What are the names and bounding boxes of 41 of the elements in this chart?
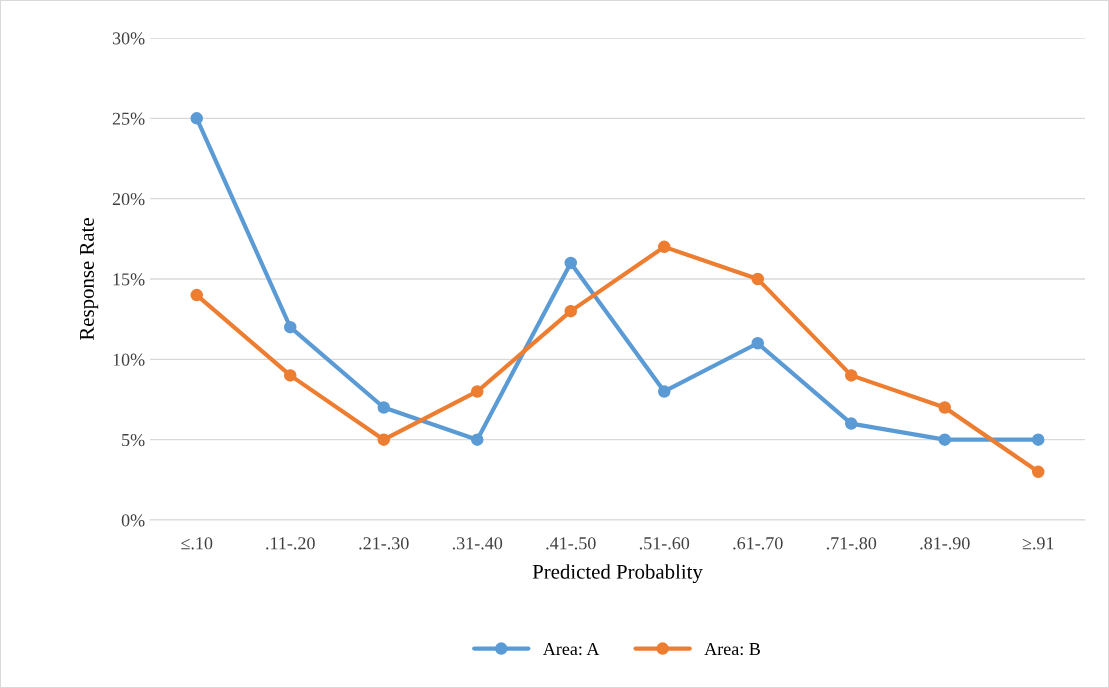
point [751,272,765,286]
point [657,240,671,254]
x-tick-label: .71-.80 [826,537,877,550]
x-tick-label: .51-.60 [639,537,690,550]
y-tick-label: 10% [113,353,145,366]
y-tick-label: 15% [113,273,145,286]
point [564,304,578,318]
point [470,433,484,446]
y-tick-label: 30% [112,32,145,45]
x-tick-label: .81-.90 [920,537,970,550]
x-tick-label: .61-.70 [733,537,783,550]
y-tick-label: 25% [112,112,145,125]
point [938,401,952,414]
y-tick-label: 0% [121,514,145,527]
x-axis-title: Predicted Probablity [532,564,703,584]
x-tick-label: .31-.40 [452,537,503,550]
point [1031,433,1045,446]
point [190,112,204,125]
point [657,385,671,398]
y-tick-label: 20% [112,192,145,206]
point [283,369,297,382]
y-tick-label: 5% [122,433,145,447]
x-tick-label: .21-.30 [359,537,409,550]
x-tick-label: ≤.10 [181,537,213,550]
point [564,256,578,270]
point [751,337,765,350]
point [377,401,391,414]
x-tick-label: .11-.20 [266,537,315,550]
legend-label: Area: A [542,643,600,656]
point [190,288,204,302]
legend-label: Area: B [704,643,760,656]
point [938,433,952,446]
point [1031,465,1045,479]
point [844,417,858,430]
point [283,320,297,334]
point [844,369,858,382]
y-axis-title: Response Rate [80,218,99,341]
point [470,385,484,398]
point [377,433,391,446]
x-tick-label: ≥.91 [1022,537,1054,550]
x-tick-label: .41-.50 [546,537,596,550]
